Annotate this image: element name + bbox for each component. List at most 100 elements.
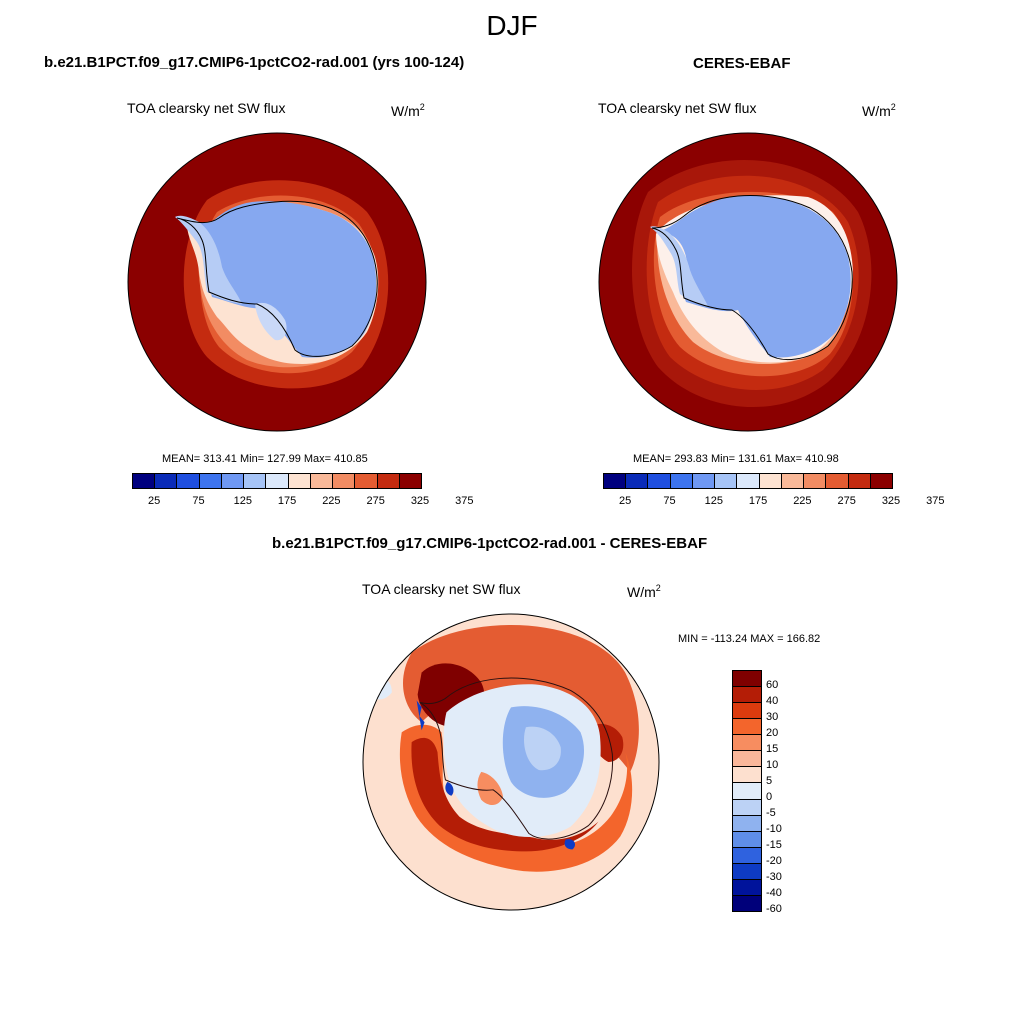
colorbar-swatch (244, 474, 267, 488)
colorbar-swatch (733, 895, 761, 911)
colorbar-swatch (133, 474, 156, 488)
colorbar-tick-label: 25 (619, 495, 632, 507)
diff-ring-strong (411, 737, 599, 852)
colorbar-swatch (199, 474, 222, 488)
colorbar-swatch (604, 474, 627, 488)
diff-northern-positive (403, 625, 639, 772)
colorbar-tick-label: -20 (766, 855, 782, 867)
colorbar-tick-label: 325 (881, 495, 901, 507)
obs-coastline (651, 195, 853, 360)
colorbar-swatch (355, 474, 378, 488)
colorbar-swatch (715, 474, 738, 488)
colorbar-swatch (733, 815, 761, 832)
obs-polar-map (598, 132, 898, 432)
colorbar-swatch (626, 474, 649, 488)
colorbar-tick-label: 225 (793, 495, 812, 507)
colorbar-swatch (733, 671, 761, 688)
colorbar-swatch (288, 474, 311, 488)
colorbar-tick-label: 175 (277, 495, 297, 507)
colorbar-swatch (781, 474, 805, 488)
colorbar-swatch (870, 474, 893, 488)
colorbar-tick-label: 75 (192, 495, 205, 507)
colorbar-swatch (733, 799, 761, 816)
colorbar-tick-label: -30 (766, 871, 782, 883)
colorbar-swatch (826, 474, 849, 488)
diff-ross-positive (477, 771, 504, 806)
colorbar-tick-label: 375 (455, 495, 474, 507)
colorbar-swatch (648, 474, 671, 488)
diff-interior-mixed (524, 726, 561, 771)
colorbar-swatch (155, 474, 178, 488)
colorbar-tick-label: 125 (233, 495, 252, 507)
colorbar-swatch (333, 474, 356, 488)
colorbar-swatch (733, 687, 761, 704)
colorbar-swatch (733, 783, 761, 800)
diff-neg-spot-south (445, 781, 454, 796)
model-coastline (176, 200, 378, 357)
diff-polar-map (362, 613, 660, 911)
colorbar-swatch (733, 719, 761, 736)
colorbar-swatch (177, 474, 200, 488)
colorbar-swatch (733, 831, 761, 848)
colorbar-tick-label: 0 (766, 791, 773, 803)
colorbar-tick-label: 40 (766, 695, 779, 707)
colorbar-tick-label: 275 (366, 495, 385, 507)
season-title: DJF (486, 10, 538, 41)
colorbar-tick-label: 10 (766, 759, 779, 771)
colorbar-tick-label: 15 (766, 743, 779, 755)
colorbar-tick-label: 5 (766, 775, 773, 787)
colorbar-tick-label: 175 (748, 495, 768, 507)
colorbar-swatch (733, 863, 761, 880)
colorbar-tick-label: 225 (322, 495, 341, 507)
colorbar-tick-label: 125 (704, 495, 723, 507)
colorbar-tick-label: 20 (766, 727, 779, 739)
colorbar-tick-label: -60 (766, 903, 782, 915)
model-units: W/m2 (391, 102, 425, 119)
diff-stats: MIN = -113.24 MAX = 166.82 (678, 633, 821, 645)
model-map-border (127, 132, 427, 432)
colorbar-tick-label: 30 (766, 711, 779, 723)
colorbar-tick-label: -10 (766, 823, 782, 835)
diff-map-border (362, 613, 660, 911)
colorbar-tick-label: 25 (148, 495, 161, 507)
colorbar-swatch (737, 474, 760, 488)
model-polar-map (127, 132, 427, 432)
colorbar-swatch (399, 474, 422, 488)
colorbar-swatch (221, 474, 245, 488)
obs-units: W/m2 (862, 102, 896, 119)
colorbar-tick-label: -15 (766, 839, 782, 851)
colorbar-tick-label: -40 (766, 887, 782, 899)
obs-variable-title: TOA clearsky net SW flux (598, 100, 757, 116)
colorbar-swatch (733, 751, 761, 768)
obs-panel-title: CERES-EBAF (693, 55, 791, 72)
model-stats: MEAN= 313.41 Min= 127.99 Max= 410.85 (162, 453, 368, 465)
model-ross-ice-field (255, 302, 287, 341)
colorbar-swatch (733, 879, 761, 896)
model-colorbar (132, 473, 422, 489)
diff-units: W/m2 (627, 583, 661, 600)
colorbar-swatch (266, 474, 289, 488)
colorbar-tick-label: 75 (663, 495, 676, 507)
model-variable-title: TOA clearsky net SW flux (127, 100, 286, 116)
colorbar-tick-label: 60 (766, 679, 779, 691)
colorbar-swatch (733, 735, 761, 752)
diff-colorbar (732, 670, 762, 912)
colorbar-tick-label: 275 (837, 495, 856, 507)
colorbar-swatch (733, 847, 761, 864)
diff-variable-title: TOA clearsky net SW flux (362, 581, 521, 597)
colorbar-swatch (670, 474, 693, 488)
colorbar-swatch (692, 474, 716, 488)
colorbar-swatch (848, 474, 871, 488)
colorbar-swatch (733, 767, 761, 784)
diff-neg-spot-west (416, 700, 425, 731)
model-peninsula-field (175, 215, 242, 304)
colorbar-swatch (310, 474, 334, 488)
model-antarctica-field (185, 201, 377, 358)
obs-peninsula-field (650, 226, 708, 306)
colorbar-tick-label: 325 (410, 495, 430, 507)
colorbar-swatch (733, 703, 761, 720)
obs-stats: MEAN= 293.83 Min= 131.61 Max= 410.98 (633, 453, 839, 465)
colorbar-swatch (759, 474, 782, 488)
colorbar-tick-label: -5 (766, 807, 776, 819)
diff-neg-spot-east (564, 839, 576, 850)
